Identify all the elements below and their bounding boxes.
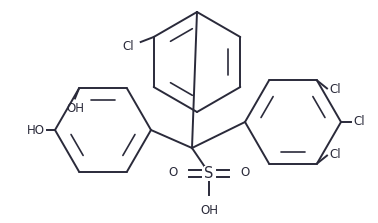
Text: Cl: Cl bbox=[122, 41, 134, 54]
Text: OH: OH bbox=[200, 204, 218, 217]
Text: Cl: Cl bbox=[329, 83, 341, 96]
Text: Cl: Cl bbox=[329, 148, 341, 161]
Text: O: O bbox=[169, 167, 178, 180]
Text: OH: OH bbox=[66, 102, 84, 116]
Text: Cl: Cl bbox=[353, 116, 365, 128]
Text: S: S bbox=[204, 165, 214, 180]
Text: O: O bbox=[240, 167, 249, 180]
Text: HO: HO bbox=[27, 124, 45, 136]
